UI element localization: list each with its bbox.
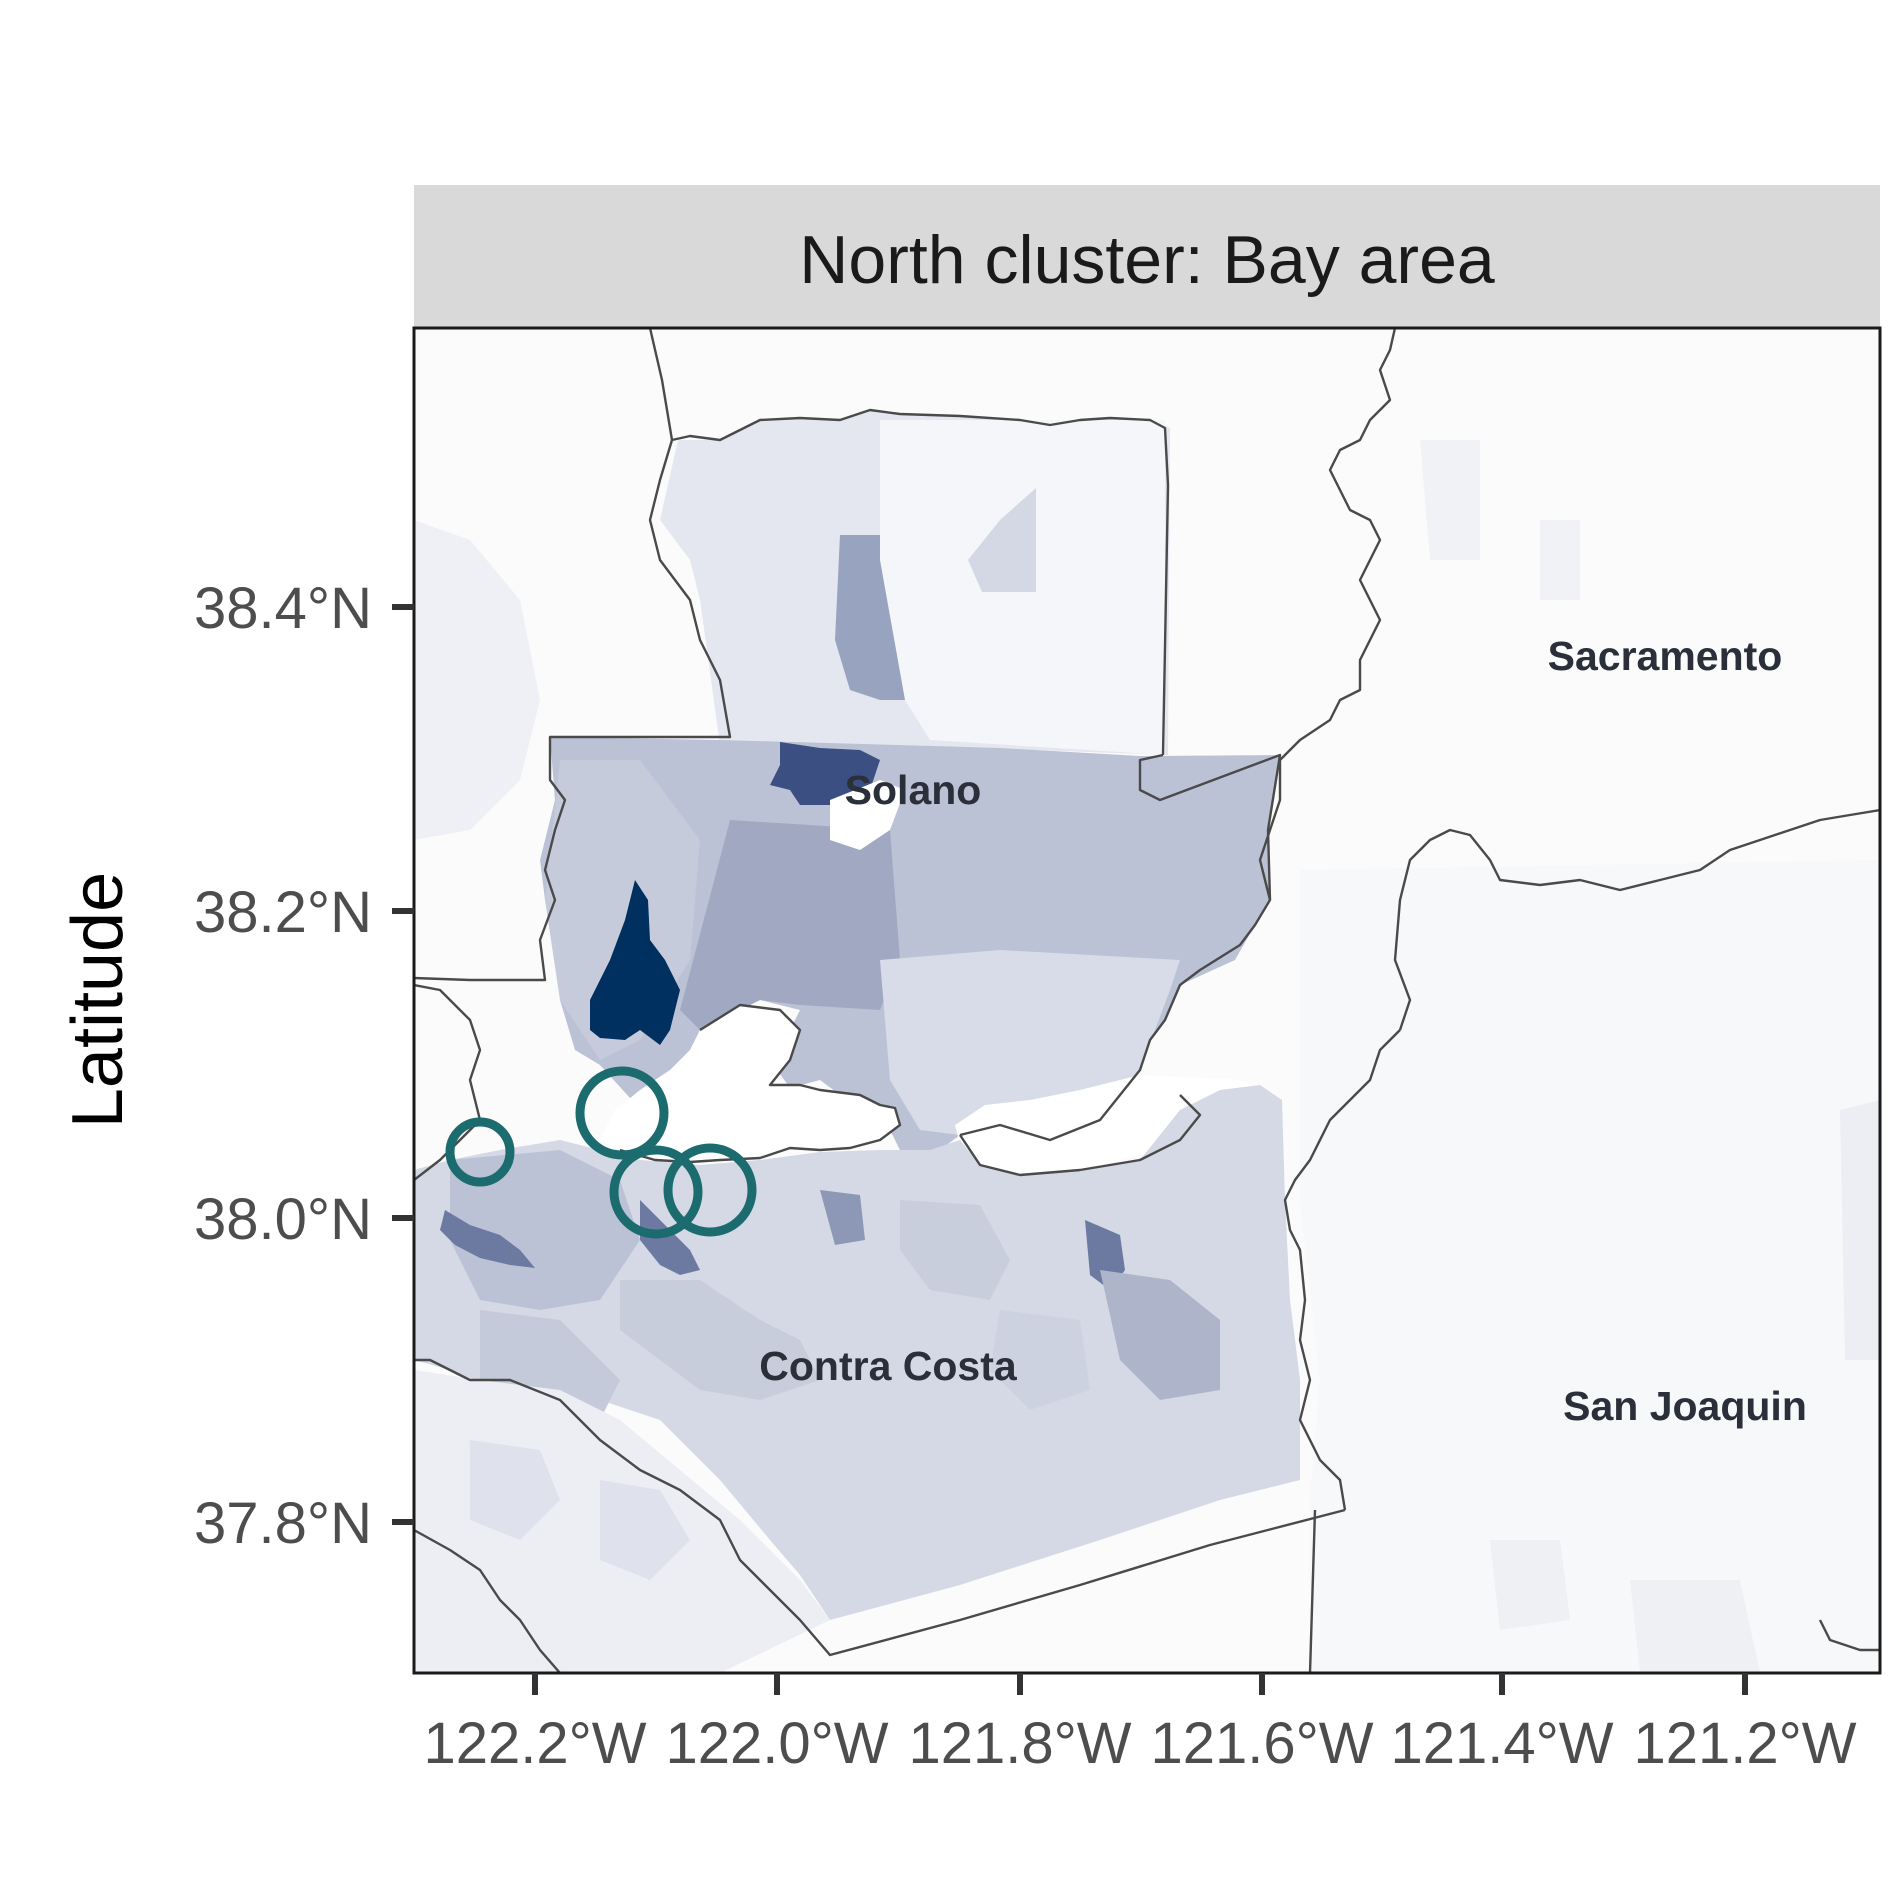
vacaville-tract-dark [770,742,880,805]
cc-tract-e [820,1190,865,1245]
cc-tract-d [620,1280,820,1400]
vallejo-tract-dark [590,880,680,1045]
san-joaquin-region [1300,860,1880,1673]
sj-tract-2 [1490,1540,1570,1630]
county-label-sacramento: Sacramento [1548,633,1783,679]
y-tick-label: 38.2°N [194,880,372,945]
x-axis: 122.2°W 122.0°W 121.8°W 121.6°W 121.4°W … [423,1673,1857,1776]
sj-tract-1 [1840,1100,1880,1360]
y-tick-label: 38.4°N [194,576,372,641]
y-tick-label: 38.0°N [194,1187,372,1252]
river-east [1818,1619,1880,1652]
county-boundary-delta [1283,1029,1401,1511]
site-marker-3 [609,1145,703,1239]
county-boundary-sacramento-south [1393,808,1880,1031]
map-panel: Sacramento Solano Contra Costa San Joaqu… [414,328,1880,1673]
vacaville-white [830,780,905,850]
cc-tract-a [450,1150,640,1310]
x-tick-label: 121.8°W [908,1711,1131,1776]
facet-strip-title: North cluster: Bay area [799,222,1495,298]
x-tick-label: 121.4°W [1390,1711,1613,1776]
solano-tract-medium [680,820,900,1030]
x-tick-label: 122.0°W [665,1711,888,1776]
county-boundary-solano-east [959,753,1282,1142]
y-tick-label: 37.8°N [194,1491,372,1556]
county-label-solano: Solano [845,767,982,813]
x-tick-label: 122.2°W [423,1711,646,1776]
county-boundary-solano-west [414,439,732,982]
cc-tract-i [900,1200,1010,1300]
cc-tract-j [990,1310,1090,1410]
marin-region [414,520,540,840]
cc-tract-g [1100,1270,1220,1400]
sj-tract-3 [1630,1580,1760,1673]
sacramento-tract-2 [1540,520,1580,600]
x-tick-label: 121.2°W [1633,1711,1856,1776]
site-marker-2 [575,1066,669,1160]
county-boundary-solano-north [648,328,1170,756]
y-axis-title: Latitude [58,872,138,1128]
shoreline-southwest [414,1528,561,1673]
county-boundary-alameda-east [1308,1509,1317,1673]
panel-border [412,326,1882,1675]
y-axis: 38.4°N 38.2°N 38.0°N 37.8°N Latitude [58,576,414,1556]
suisun-bay-water [600,1005,900,1162]
shoreline-delta [959,1094,1202,1177]
x-tick-label: 121.6°W [1150,1711,1373,1776]
south-tract-1 [470,1440,560,1540]
south-tract-2 [600,1480,690,1580]
county-boundary-contra-costa [414,1358,1346,1657]
county-label-contra-costa: Contra Costa [759,1343,1018,1389]
contra-costa-region [414,1085,1300,1620]
cc-tract-c [640,1200,700,1275]
site-marker-4 [663,1143,757,1237]
north-tract-small [968,488,1036,592]
facet-strip [414,185,1880,328]
county-boundary-sacramento [1258,328,1397,901]
site-marker-1 [445,1117,515,1187]
sacramento-tract-1 [1420,440,1480,560]
county-label-san-joaquin: San Joaquin [1563,1383,1807,1429]
cc-tract-b [440,1210,535,1268]
